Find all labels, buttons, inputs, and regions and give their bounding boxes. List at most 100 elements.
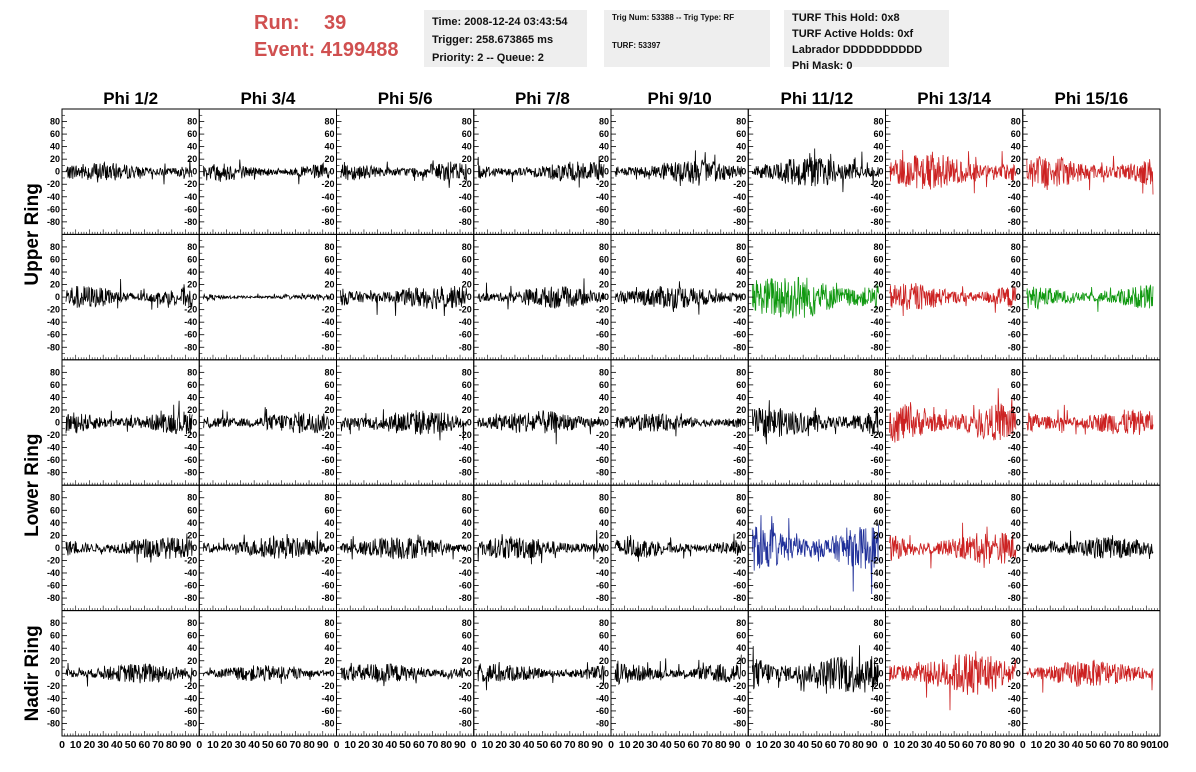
y-tick-label: 20 (736, 530, 746, 540)
y-tick-label: 60 (462, 254, 472, 264)
y-tick-label: 80 (324, 117, 334, 127)
y-tick-label: 40 (1011, 142, 1021, 152)
waveform-line (202, 407, 330, 434)
x-tick-label: 80 (989, 739, 1001, 751)
y-tick-label: -20 (184, 305, 197, 315)
y-tick-label: -60 (321, 204, 334, 214)
y-tick-label: 80 (462, 117, 472, 127)
y-tick-label: -40 (184, 317, 197, 327)
x-tick-label: 10 (344, 739, 356, 751)
y-tick-label: -20 (596, 179, 609, 189)
x-tick-label: 70 (701, 739, 713, 751)
y-tick-label: 40 (324, 392, 334, 402)
y-tick-label: -60 (47, 330, 60, 340)
x-tick-label: 50 (948, 739, 960, 751)
y-tick-label: 60 (1011, 380, 1021, 390)
y-tick-label: 40 (736, 142, 746, 152)
x-tick-label: 70 (152, 739, 164, 751)
row-label: Nadir Ring (22, 625, 43, 721)
x-tick-label: 90 (1140, 739, 1152, 751)
y-tick-label: 80 (50, 367, 60, 377)
x-tick-label: 40 (660, 739, 672, 751)
y-tick-label: -60 (870, 706, 883, 716)
x-tick-label: 0 (334, 739, 340, 751)
row-label: Upper Ring (22, 183, 43, 285)
y-tick-label: 0 (741, 543, 746, 553)
y-tick-label: -40 (1008, 192, 1021, 202)
column-header: Phi 13/14 (917, 89, 991, 108)
waveform-line (202, 159, 330, 185)
y-tick-label: 0 (329, 167, 334, 177)
column-header: Phi 7/8 (515, 89, 570, 108)
y-tick-label: -80 (1008, 718, 1021, 728)
waveform-line (65, 278, 193, 310)
y-tick-label: 20 (873, 405, 883, 415)
y-tick-label: 60 (599, 254, 609, 264)
waveform-line (614, 281, 742, 315)
y-tick-label: 20 (1011, 405, 1021, 415)
waveform-line (202, 665, 330, 684)
waveform-line (477, 410, 605, 445)
turf-active-holds-text: TURF Active Holds: 0xf (792, 28, 914, 40)
y-tick-label: 40 (599, 142, 609, 152)
y-tick-label: 80 (736, 242, 746, 252)
y-tick-label: 0 (604, 668, 609, 678)
y-tick-label: 20 (50, 280, 60, 290)
y-tick-label: -80 (184, 468, 197, 478)
y-tick-label: -20 (870, 430, 883, 440)
y-tick-label: -20 (321, 179, 334, 189)
x-tick-label: 10 (70, 739, 82, 751)
y-tick-label: -60 (870, 330, 883, 340)
y-tick-label: 80 (187, 117, 197, 127)
y-tick-label: -60 (870, 455, 883, 465)
y-tick-label: -60 (47, 204, 60, 214)
y-tick-label: -40 (1008, 443, 1021, 453)
y-tick-label: -60 (321, 455, 334, 465)
y-tick-label: 20 (187, 530, 197, 540)
y-tick-label: -20 (459, 681, 472, 691)
waveform-line (614, 413, 742, 437)
y-tick-label: -80 (459, 468, 472, 478)
y-tick-label: -20 (1008, 305, 1021, 315)
x-tick-label: 40 (523, 739, 535, 751)
x-tick-label: 70 (1113, 739, 1125, 751)
event-value: 4199488 (320, 39, 399, 61)
y-tick-label: -20 (47, 430, 60, 440)
waveform-line (751, 148, 879, 193)
y-tick-label: 60 (187, 631, 197, 641)
y-tick-label: -80 (459, 217, 472, 227)
y-tick-label: -80 (596, 217, 609, 227)
y-tick-label: 40 (462, 142, 472, 152)
y-tick-label: 60 (873, 129, 883, 139)
y-tick-label: -40 (459, 192, 472, 202)
y-tick-label: 20 (462, 280, 472, 290)
y-tick-label: -80 (184, 217, 197, 227)
x-tick-label: 90 (591, 739, 603, 751)
y-tick-label: 60 (462, 631, 472, 641)
y-tick-label: 20 (736, 656, 746, 666)
waveform-line (340, 534, 468, 560)
x-tick-label: 60 (688, 739, 700, 751)
turf-text: TURF: 53397 (612, 41, 661, 50)
y-tick-label: 60 (324, 631, 334, 641)
y-tick-label: -20 (184, 555, 197, 565)
y-tick-label: -60 (321, 581, 334, 591)
y-tick-label: -60 (1008, 204, 1021, 214)
y-tick-label: 20 (873, 530, 883, 540)
y-tick-label: 60 (736, 129, 746, 139)
y-tick-label: -80 (733, 468, 746, 478)
y-tick-label: -40 (321, 317, 334, 327)
column-header: Phi 9/10 (647, 89, 711, 108)
waveform-line (889, 651, 1017, 711)
y-tick-label: 20 (187, 154, 197, 164)
y-tick-label: 0 (604, 167, 609, 177)
x-tick-label: 30 (1058, 739, 1070, 751)
y-tick-label: 80 (599, 367, 609, 377)
x-tick-label: 30 (372, 739, 384, 751)
y-tick-label: -80 (321, 468, 334, 478)
x-tick-label: 80 (715, 739, 727, 751)
x-tick-label: 30 (509, 739, 521, 751)
x-tick-label: 70 (289, 739, 301, 751)
y-tick-label: 80 (462, 367, 472, 377)
